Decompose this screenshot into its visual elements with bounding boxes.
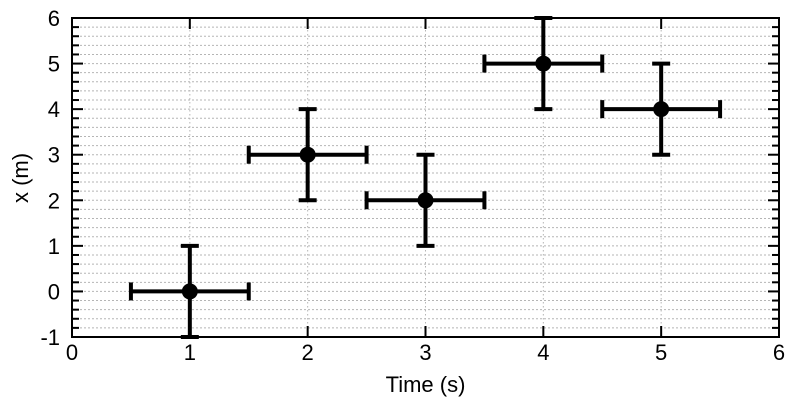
y-tick-label: 6 (48, 6, 60, 31)
x-tick-label: 6 (773, 340, 785, 365)
x-tick-label: 4 (537, 340, 549, 365)
data-point-marker (417, 192, 434, 209)
y-tick-label: 3 (48, 143, 60, 168)
y-tick-label: 1 (48, 234, 60, 259)
x-tick-label: 0 (66, 340, 78, 365)
y-tick-label: 5 (48, 52, 60, 77)
x-axis-label: Time (s) (385, 372, 466, 397)
y-tick-label: -1 (40, 325, 60, 350)
data-point-marker (653, 101, 670, 118)
x-tick-label: 1 (184, 340, 196, 365)
x-tick-label: 2 (302, 340, 314, 365)
x-tick-label: 5 (655, 340, 667, 365)
y-tick-label: 0 (48, 279, 60, 304)
y-axis-label: x (m) (8, 152, 33, 204)
x-tick-label: 3 (419, 340, 431, 365)
data-point-marker (299, 146, 316, 163)
y-tick-label: 2 (48, 188, 60, 213)
y-tick-label: 4 (48, 97, 60, 122)
data-point-marker (535, 55, 552, 72)
data-point-marker (181, 283, 198, 300)
